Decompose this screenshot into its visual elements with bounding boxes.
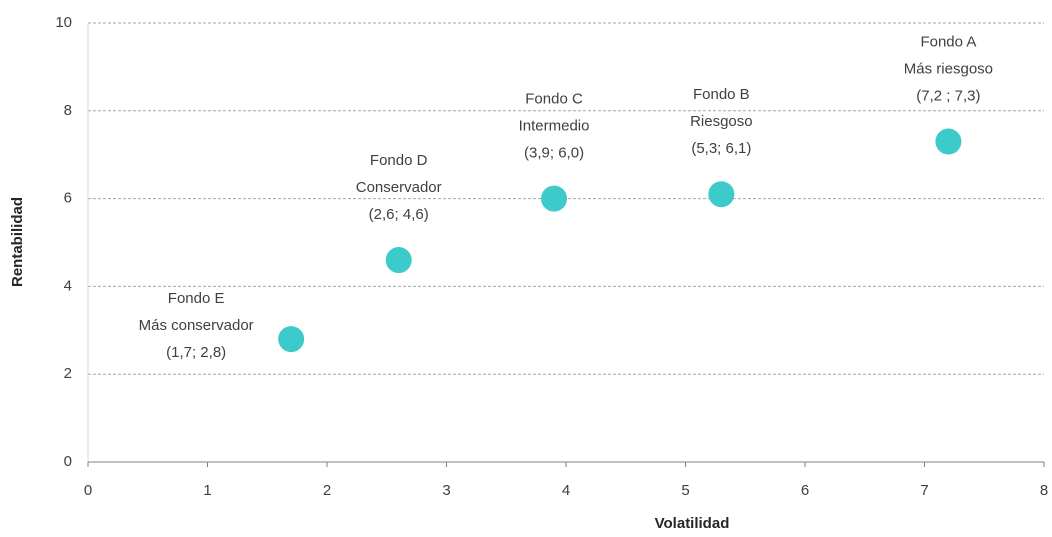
- point: [541, 185, 568, 212]
- point-label: Fondo E: [168, 290, 225, 307]
- point-label: (2,6; 4,6): [369, 206, 429, 223]
- point-label: (5,3; 6,1): [691, 140, 751, 157]
- point-label: (1,7; 2,8): [166, 344, 226, 361]
- x-tick-label: 6: [801, 482, 809, 499]
- x-tick-label: 3: [442, 482, 450, 499]
- point: [385, 247, 412, 274]
- point-label: Fondo C: [525, 91, 583, 108]
- point-label: Intermedio: [519, 118, 590, 135]
- point-label: Fondo A: [920, 33, 976, 50]
- point-label: Conservador: [356, 179, 442, 196]
- y-axis-label: Rentabilidad: [9, 197, 26, 287]
- y-tick-label: 0: [64, 453, 72, 470]
- y-tick-label: 6: [64, 190, 72, 207]
- y-tick-label: 2: [64, 365, 72, 382]
- point-label: Más riesgoso: [904, 60, 993, 77]
- point-label: Fondo D: [370, 152, 428, 169]
- y-tick-label: 8: [64, 102, 72, 119]
- point-label: (7,2 ; 7,3): [916, 87, 980, 104]
- point-label: (3,9; 6,0): [524, 145, 584, 162]
- x-axis-label: Volatilidad: [655, 515, 730, 532]
- point-label: Más conservador: [139, 317, 254, 334]
- x-tick-label: 5: [681, 482, 689, 499]
- point-label: Fondo B: [693, 86, 750, 103]
- x-tick-label: 7: [920, 482, 928, 499]
- point-label: Riesgoso: [690, 113, 753, 130]
- point: [278, 326, 305, 353]
- point: [708, 181, 735, 208]
- x-tick-label: 4: [562, 482, 570, 499]
- x-tick-label: 0: [84, 482, 92, 499]
- y-tick-label: 10: [55, 14, 72, 31]
- x-tick-label: 2: [323, 482, 331, 499]
- point: [935, 128, 962, 155]
- x-tick-label: 8: [1040, 482, 1048, 499]
- y-tick-label: 4: [64, 277, 72, 294]
- x-tick-label: 1: [203, 482, 211, 499]
